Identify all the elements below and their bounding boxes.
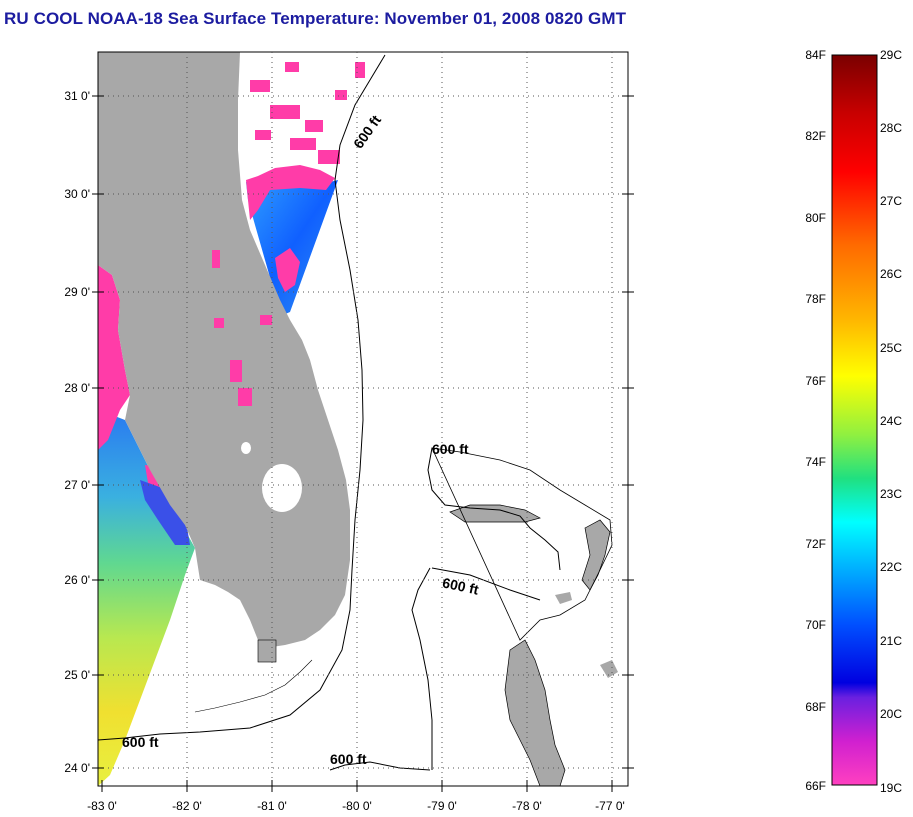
celsius-label: 26C	[880, 267, 902, 281]
inland-cloud	[238, 388, 252, 406]
graticule	[98, 52, 628, 786]
bahama-islet	[600, 660, 618, 678]
lat-label: 29 0'	[64, 285, 90, 299]
fahrenheit-label: 66F	[805, 779, 826, 793]
lon-label: -80 0'	[342, 799, 372, 813]
east-sst-swath	[246, 178, 338, 315]
map-area	[98, 52, 628, 786]
florida-keys	[194, 639, 313, 713]
bahama-islet	[555, 592, 572, 604]
lat-label: 31 0'	[64, 89, 90, 103]
bahama-bank	[431, 447, 613, 641]
fahrenheit-label: 78F	[805, 292, 826, 306]
celsius-label: 29C	[880, 48, 902, 62]
fahrenheit-label: 70F	[805, 618, 826, 632]
lon-label: -81 0'	[257, 799, 287, 813]
celsius-label: 23C	[880, 487, 902, 501]
east-cloud-patch	[275, 248, 300, 292]
abaco	[581, 519, 611, 591]
north-cloud-patches	[250, 62, 365, 164]
inland-cloud	[260, 315, 272, 325]
lon-label: -82 0'	[172, 799, 202, 813]
celsius-label: 27C	[880, 194, 902, 208]
inland-cloud	[214, 318, 224, 328]
inland-cloud	[230, 360, 242, 382]
west-blue-band	[140, 480, 190, 545]
contour-label: 600 ft	[432, 441, 469, 457]
celsius-label: 20C	[880, 707, 902, 721]
contour-label: 600 ft	[330, 751, 367, 767]
lon-label: -78 0'	[512, 799, 542, 813]
lat-label: 26 0'	[64, 573, 90, 587]
lat-label: 28 0'	[64, 381, 90, 395]
fahrenheit-label: 68F	[805, 700, 826, 714]
colorbar-fahrenheit-labels: 84F 82F 80F 78F 76F 74F 72F 70F 68F 66F	[805, 48, 826, 793]
lat-label: 27 0'	[64, 478, 90, 492]
lat-label: 24 0'	[64, 761, 90, 775]
map-title: RU COOL NOAA-18 Sea Surface Temperature:…	[4, 9, 627, 28]
map-frame	[97, 51, 629, 787]
colorbar	[831, 54, 878, 786]
celsius-label: 25C	[880, 341, 902, 355]
contour-label: 600 ft	[122, 734, 159, 750]
celsius-label: 22C	[880, 560, 902, 574]
colorbar-celsius-labels: 29C 28C 27C 26C 25C 24C 23C 22C 21C 20C …	[880, 48, 902, 795]
andros	[504, 639, 566, 786]
axis-ticks	[92, 95, 634, 792]
east-cloud-mask	[246, 165, 335, 220]
celsius-label: 21C	[880, 634, 902, 648]
celsius-label: 28C	[880, 121, 902, 135]
celsius-label: 19C	[880, 781, 902, 795]
longitude-labels: -83 0' -82 0' -81 0' -80 0' -79 0' -78 0…	[87, 799, 625, 813]
celsius-label: 24C	[880, 414, 902, 428]
fahrenheit-label: 76F	[805, 374, 826, 388]
inland-cloud	[212, 250, 220, 268]
fahrenheit-label: 72F	[805, 537, 826, 551]
lat-label: 25 0'	[64, 668, 90, 682]
lon-label: -79 0'	[427, 799, 457, 813]
lake-okeechobee	[262, 464, 302, 512]
lon-label: -83 0'	[87, 799, 117, 813]
contour-label: 600 ft	[441, 574, 480, 597]
grand-bahama	[449, 504, 541, 523]
fahrenheit-label: 80F	[805, 211, 826, 225]
fahrenheit-label: 84F	[805, 48, 826, 62]
lon-label: -77 0'	[595, 799, 625, 813]
west-sst-swath	[98, 415, 195, 786]
latitude-labels: 31 0' 30 0' 29 0' 28 0' 27 0' 26 0' 25 0…	[64, 89, 90, 775]
inland-lake	[241, 442, 251, 454]
lat-label: 30 0'	[64, 187, 90, 201]
isobath-contours	[98, 54, 561, 771]
fahrenheit-label: 82F	[805, 129, 826, 143]
fahrenheit-label: 74F	[805, 455, 826, 469]
west-cloud-mask	[98, 265, 130, 450]
